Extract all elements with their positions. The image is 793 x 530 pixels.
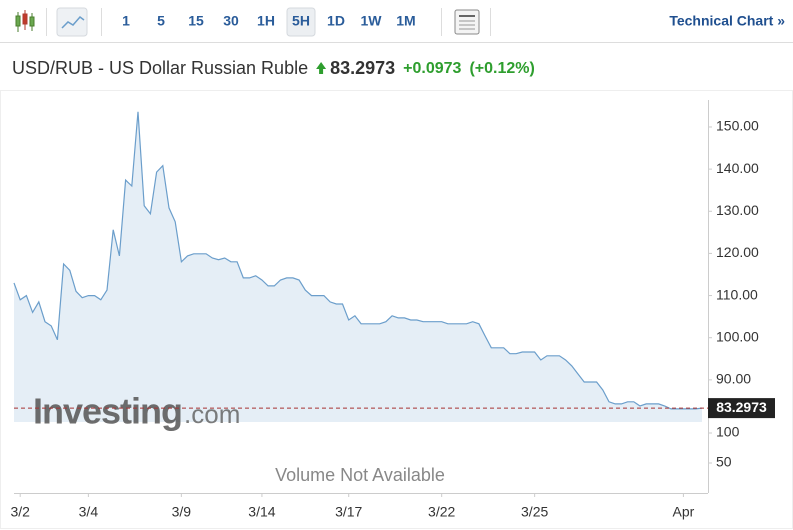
- y-tick-label: 150.00: [716, 118, 759, 134]
- active-interval-bg: [286, 7, 316, 37]
- price: 83.2973: [330, 58, 395, 78]
- candlestick-icon[interactable]: [15, 10, 35, 32]
- table-icon[interactable]: [454, 9, 480, 35]
- interval-button[interactable]: 1M: [396, 13, 415, 29]
- x-tick-label: 3/14: [248, 504, 275, 520]
- change: +0.0973: [403, 60, 461, 77]
- volume-note: Volume Not Available: [275, 465, 445, 485]
- watermark-suffix: .com: [184, 399, 240, 429]
- technical-chart-link[interactable]: Technical Chart »: [669, 13, 785, 29]
- interval-button[interactable]: 1H: [257, 13, 275, 29]
- x-tick-label: 3/2: [10, 504, 30, 520]
- volume-tick-label: 100: [716, 424, 740, 440]
- interval-button[interactable]: 15: [188, 13, 204, 29]
- interval-button[interactable]: 30: [223, 13, 239, 29]
- price-line: [13, 111, 703, 410]
- y-tick-label: 140.00: [716, 160, 759, 176]
- area-fill: [14, 111, 702, 423]
- interval-button[interactable]: 1: [122, 13, 130, 29]
- y-tick-label: 90.00: [716, 371, 751, 387]
- volume-tick-label: 50: [716, 454, 732, 470]
- x-tick-label: 3/25: [521, 504, 548, 520]
- interval-button[interactable]: 5: [157, 13, 165, 29]
- x-tick-label: Apr: [673, 504, 695, 520]
- x-tick-label: 3/9: [172, 504, 192, 520]
- x-tick-label: 3/22: [428, 504, 455, 520]
- y-tick-label: 120.00: [716, 244, 759, 260]
- interval-button[interactable]: 1D: [327, 13, 345, 29]
- instrument-title: USD/RUB - US Dollar Russian Ruble: [12, 58, 308, 78]
- current-price-box: [708, 398, 775, 419]
- y-tick-label: 110.00: [716, 286, 758, 302]
- up-arrow: [316, 62, 327, 74]
- line-chart-icon[interactable]: [56, 7, 88, 37]
- current-price-label: 83.2973: [716, 399, 767, 415]
- x-tick-label: 3/17: [335, 504, 362, 520]
- change-percent: (+0.12%): [469, 60, 534, 77]
- interval-button[interactable]: 5H: [292, 13, 310, 29]
- y-tick-label: 100.00: [716, 328, 759, 344]
- y-tick-label: 130.00: [716, 202, 759, 218]
- watermark-brand: Investing: [33, 391, 182, 432]
- interval-button[interactable]: 1W: [361, 13, 383, 29]
- x-tick-label: 3/4: [79, 504, 99, 520]
